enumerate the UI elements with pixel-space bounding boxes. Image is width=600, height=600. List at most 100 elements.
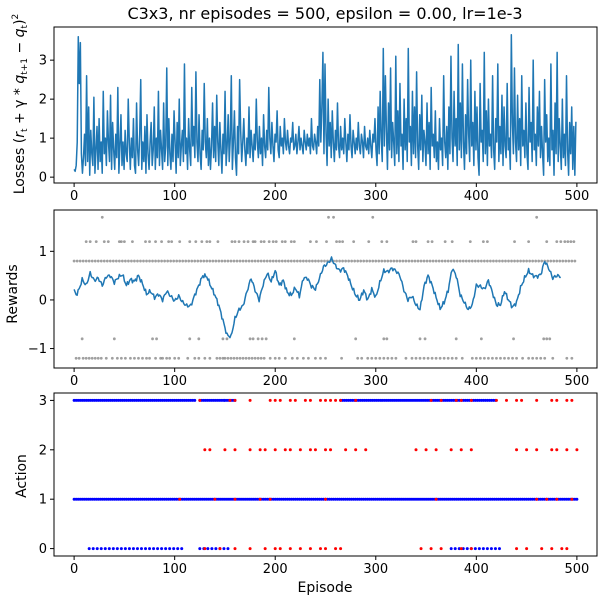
reward-point [573, 259, 577, 263]
reward-point [159, 356, 162, 360]
action-point-blue [198, 547, 202, 551]
losses-xtick-label: 100 [162, 189, 187, 204]
reward-point [127, 259, 130, 263]
reward-point [569, 240, 573, 244]
reward-point [72, 259, 76, 263]
reward-point [423, 337, 427, 341]
reward-point [184, 259, 188, 263]
reward-point [341, 259, 344, 263]
reward-point [304, 259, 308, 263]
reward-point [319, 356, 322, 360]
reward-point [491, 356, 494, 360]
reward-point [516, 259, 519, 263]
reward-point [218, 356, 222, 360]
action-point-blue [465, 547, 469, 551]
reward-point [235, 356, 239, 360]
reward-point [283, 240, 287, 244]
action-point-red [459, 448, 463, 452]
reward-point [416, 259, 420, 263]
reward-point [414, 356, 418, 360]
rewards-ylabel: Rewards [5, 264, 21, 323]
reward-point [273, 356, 277, 360]
reward-point [178, 240, 182, 244]
reward-point [256, 356, 260, 360]
reward-point [534, 259, 538, 263]
reward-point [430, 240, 434, 244]
reward-point [317, 259, 320, 263]
action-point-blue [107, 547, 111, 551]
action-point-red [318, 547, 322, 551]
reward-point [119, 356, 123, 360]
reward-point [443, 259, 447, 263]
reward-point [366, 356, 370, 360]
reward-point [507, 259, 510, 263]
reward-point [87, 356, 91, 360]
reward-point [401, 259, 405, 263]
action-point-red [308, 448, 312, 452]
reward-point [253, 356, 257, 360]
reward-point [340, 356, 343, 360]
action-point-red [414, 448, 418, 452]
reward-point [434, 259, 438, 263]
reward-point [487, 356, 490, 360]
reward-point [277, 259, 281, 263]
reward-point [277, 356, 281, 360]
reward-point [449, 259, 453, 263]
reward-point [385, 337, 389, 341]
reward-point [549, 259, 553, 263]
action-point-red [293, 398, 297, 402]
reward-point [383, 259, 387, 263]
action-point-red [525, 448, 529, 452]
reward-point [216, 240, 220, 244]
reward-point [166, 259, 170, 263]
action-point-red [233, 398, 237, 402]
action-point-red [313, 448, 317, 452]
reward-point [386, 356, 390, 360]
losses-xtick-label: 200 [263, 189, 288, 204]
reward-point [374, 259, 378, 263]
reward-point [485, 259, 489, 263]
action-point-red [263, 448, 267, 452]
reward-point [250, 356, 254, 360]
reward-point [482, 259, 486, 263]
action-point-red [223, 448, 227, 452]
reward-point [99, 356, 103, 360]
reward-point [205, 240, 209, 244]
reward-point [476, 259, 480, 263]
reward-point [473, 259, 477, 263]
reward-point [148, 259, 151, 263]
reward-point [84, 240, 88, 244]
action-point-blue [148, 547, 152, 551]
action-point-red [545, 497, 549, 501]
reward-point [479, 337, 483, 341]
action-point-blue [481, 547, 485, 551]
reward-point [371, 259, 375, 263]
reward-point [237, 240, 241, 244]
losses-xtick-label: 500 [564, 189, 589, 204]
reward-point [256, 337, 260, 341]
reward-point [177, 356, 181, 360]
reward-point [196, 259, 200, 263]
action-point-red [334, 547, 338, 551]
reward-point [96, 259, 100, 263]
reward-point [247, 259, 251, 263]
action-point-blue [449, 547, 453, 551]
reward-point [323, 259, 326, 263]
action-point-blue [139, 547, 143, 551]
reward-point [88, 240, 92, 244]
action-point-red [505, 398, 508, 402]
reward-point [81, 259, 85, 263]
action-point-blue [493, 547, 497, 551]
action-point-red [268, 497, 272, 501]
reward-point [531, 259, 535, 263]
action-xtick-label: 0 [70, 562, 78, 577]
reward-point [392, 259, 396, 263]
action-point-red [515, 448, 519, 452]
reward-point [410, 356, 414, 360]
rewards-rolling-mean-line [73, 256, 561, 339]
action-point-blue [477, 547, 481, 551]
action-point-red [324, 398, 327, 402]
action-point-red [248, 547, 252, 551]
reward-point [482, 356, 486, 360]
